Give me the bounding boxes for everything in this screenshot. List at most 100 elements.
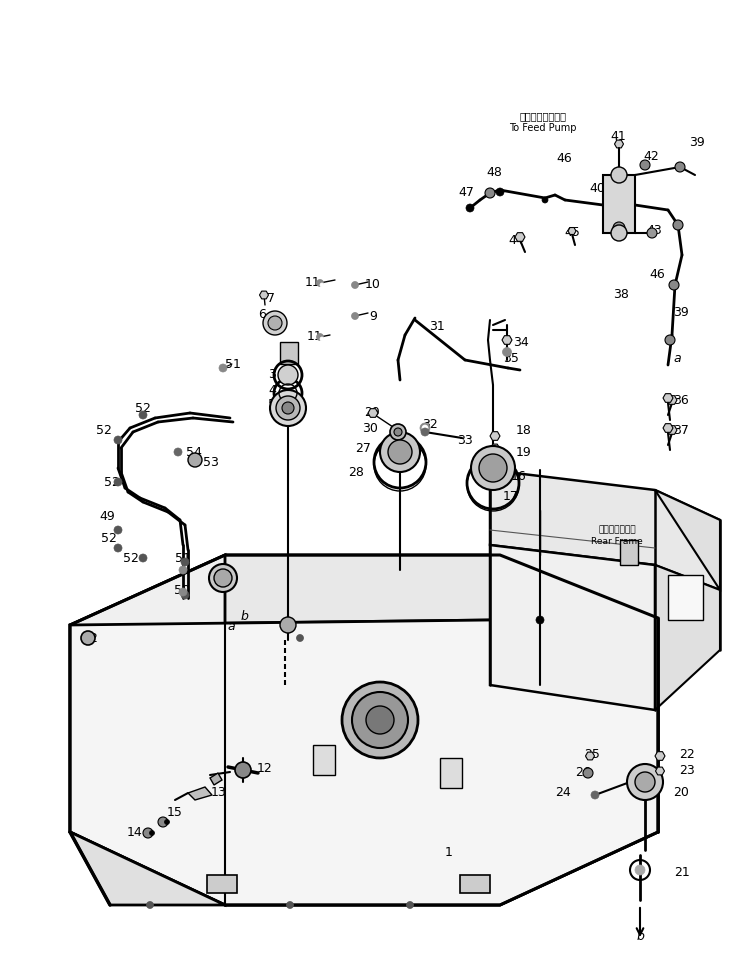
Circle shape (214, 569, 232, 587)
Circle shape (316, 333, 324, 341)
Text: 21: 21 (674, 865, 690, 879)
Polygon shape (368, 409, 378, 417)
Text: 13: 13 (211, 787, 227, 799)
Circle shape (491, 451, 499, 457)
Circle shape (270, 390, 306, 426)
Polygon shape (667, 426, 677, 434)
Text: 27: 27 (355, 442, 371, 456)
Circle shape (316, 279, 324, 286)
Text: 5: 5 (268, 398, 276, 412)
Circle shape (158, 817, 168, 827)
Text: 40: 40 (589, 182, 605, 194)
Circle shape (181, 558, 189, 566)
Circle shape (640, 160, 650, 170)
Polygon shape (210, 773, 222, 785)
Circle shape (263, 311, 287, 335)
Circle shape (276, 396, 300, 420)
Text: 24: 24 (555, 787, 571, 799)
Bar (313, 745, 335, 775)
Text: 3: 3 (268, 367, 276, 381)
Circle shape (235, 762, 251, 778)
Text: 1: 1 (445, 845, 453, 858)
Polygon shape (70, 832, 658, 905)
Text: 42: 42 (643, 150, 659, 164)
Polygon shape (663, 393, 673, 402)
Text: 29: 29 (364, 406, 380, 418)
Circle shape (296, 634, 304, 641)
Circle shape (635, 772, 655, 792)
Text: 36: 36 (673, 393, 689, 407)
Circle shape (278, 365, 298, 385)
Circle shape (421, 428, 429, 436)
Bar (207, 875, 237, 893)
Text: 39: 39 (689, 137, 705, 149)
Bar (280, 342, 298, 364)
Circle shape (219, 364, 227, 372)
Circle shape (627, 764, 663, 800)
Bar (460, 875, 490, 893)
Circle shape (282, 402, 294, 414)
Circle shape (280, 617, 296, 633)
Circle shape (536, 616, 544, 624)
Text: 33: 33 (457, 434, 473, 447)
Text: 49: 49 (99, 509, 115, 523)
Text: 48: 48 (486, 166, 502, 179)
Text: b: b (636, 930, 644, 944)
Text: リヤーフレーム: リヤーフレーム (598, 525, 636, 535)
Circle shape (342, 682, 418, 758)
Circle shape (139, 411, 147, 419)
Text: 44: 44 (508, 234, 524, 247)
Circle shape (352, 313, 358, 320)
Polygon shape (663, 424, 673, 433)
Text: 20: 20 (673, 787, 689, 799)
Text: 39: 39 (673, 305, 689, 319)
Circle shape (390, 424, 406, 440)
Circle shape (366, 706, 394, 734)
Circle shape (149, 831, 154, 835)
Text: 12: 12 (257, 762, 273, 774)
Text: 46: 46 (649, 269, 665, 281)
Text: 28: 28 (348, 466, 364, 479)
Circle shape (388, 440, 412, 464)
Text: 31: 31 (429, 320, 445, 332)
Text: 43: 43 (646, 224, 662, 236)
Text: 45: 45 (564, 226, 580, 238)
Text: 42: 42 (613, 218, 629, 232)
Circle shape (139, 554, 147, 562)
Circle shape (114, 544, 122, 552)
Polygon shape (70, 555, 225, 905)
Polygon shape (490, 432, 500, 440)
Text: 54: 54 (186, 446, 202, 458)
Text: 51: 51 (175, 551, 191, 565)
Text: 41: 41 (610, 129, 626, 143)
Text: 50: 50 (174, 585, 190, 597)
Circle shape (114, 436, 122, 444)
Circle shape (352, 692, 408, 748)
Circle shape (287, 901, 293, 908)
Circle shape (542, 197, 548, 203)
Circle shape (179, 588, 187, 596)
Polygon shape (491, 444, 500, 452)
Circle shape (591, 791, 599, 799)
Text: 52: 52 (123, 551, 139, 565)
Text: To Feed Pump: To Feed Pump (509, 123, 576, 133)
Circle shape (471, 446, 515, 490)
Polygon shape (259, 291, 268, 299)
Circle shape (485, 188, 495, 198)
Polygon shape (655, 490, 720, 710)
Text: 52: 52 (135, 402, 151, 414)
Circle shape (320, 283, 324, 287)
Circle shape (352, 281, 358, 288)
Text: a: a (227, 620, 235, 634)
Circle shape (669, 280, 679, 290)
Polygon shape (515, 233, 525, 241)
Text: 14: 14 (127, 827, 143, 839)
Polygon shape (70, 555, 658, 625)
Text: a: a (673, 351, 681, 365)
Text: 4: 4 (268, 384, 276, 396)
Text: 52: 52 (101, 531, 117, 545)
Text: 7: 7 (267, 292, 275, 304)
Bar (668, 575, 703, 620)
Circle shape (268, 316, 282, 330)
Text: 6: 6 (258, 308, 266, 322)
